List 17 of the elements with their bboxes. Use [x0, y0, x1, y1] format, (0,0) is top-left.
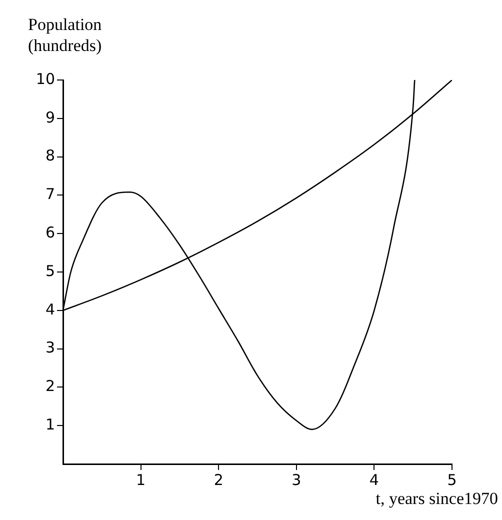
y-tick-label: 2	[45, 377, 55, 396]
x-tick-label: 2	[214, 470, 224, 489]
x-tick-label: 1	[136, 470, 146, 489]
x-axis-title: t, years since1970	[376, 488, 498, 509]
y-tick-label: 5	[45, 262, 55, 280]
y-tick-label: 3	[45, 338, 55, 357]
y-tick-label: 4	[45, 300, 55, 318]
x-tick-label: 3	[292, 470, 302, 489]
y-tick-label: 7	[45, 185, 55, 204]
x-tick-label: 5	[447, 470, 457, 489]
y-tick-label: 6	[45, 223, 55, 242]
y-tick-label: 1	[45, 415, 55, 434]
y-axis-title: Population (hundreds)	[28, 14, 103, 56]
y-tick-label: 9	[45, 108, 55, 126]
y-tick-label: 8	[45, 146, 55, 165]
y-tick-label: 10	[36, 70, 55, 88]
x-tick-label: 4	[369, 470, 379, 489]
